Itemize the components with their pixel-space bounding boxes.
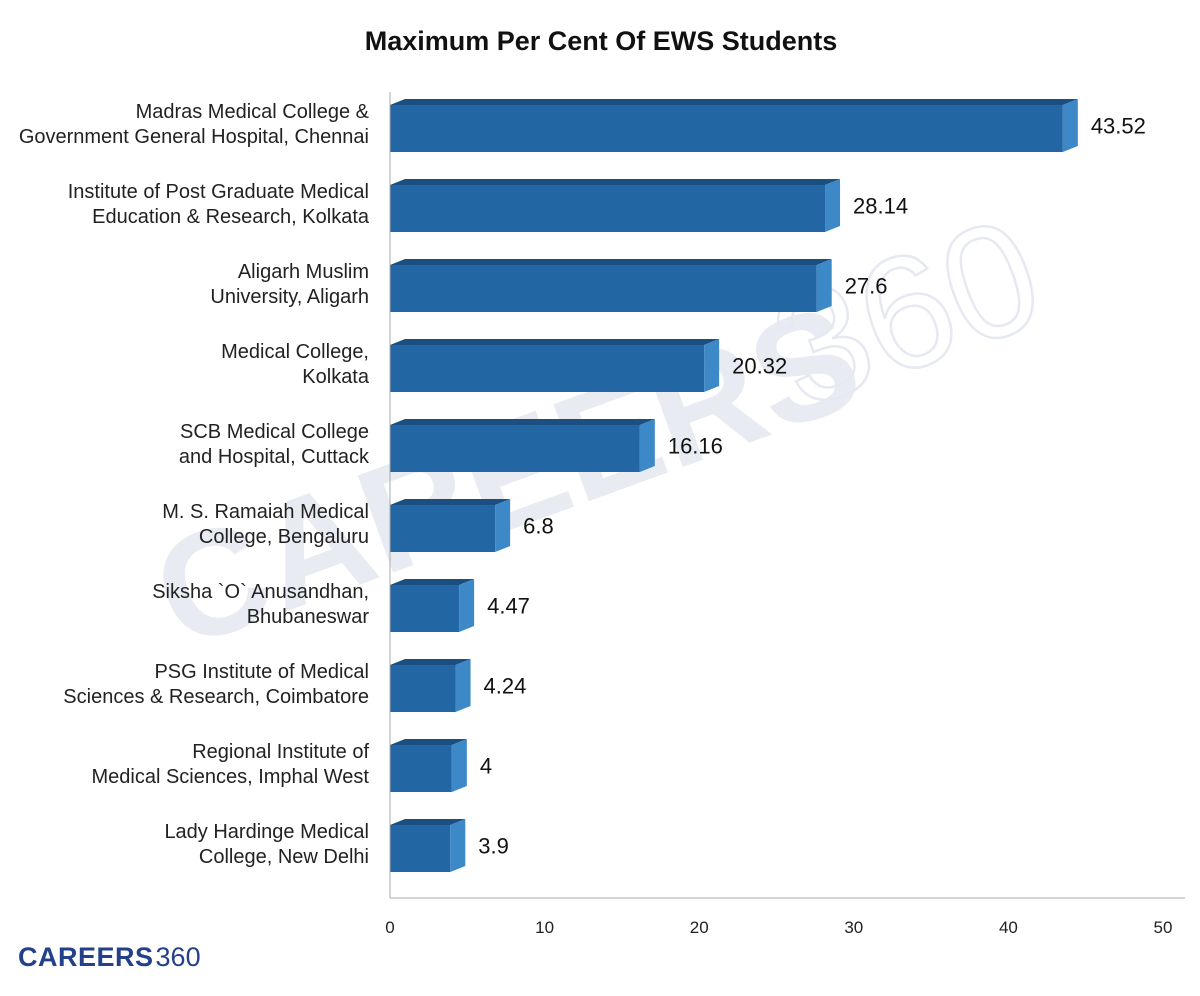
bar-side-face [451,739,467,792]
bar-top-face [390,419,655,425]
bars: 43.52 Madras Medical College & Government … [19,99,1146,872]
x-tick-label: 20 [690,918,709,937]
bar-group: 4 Regional Institute of Medical Sciences, … [91,739,492,792]
category-label: Medical Sciences, Imphal West [91,766,369,788]
bar-top-face [390,499,511,505]
category-label: PSG Institute of Medical [154,661,369,683]
category-label: Sciences & Research, Coimbatore [63,686,369,708]
bar-top-face [390,179,841,185]
bar-side-face [455,659,471,712]
x-axis: 0 10 20 30 40 50 [385,92,1185,937]
chart-title: Maximum Per Cent Of EWS Students [365,26,838,56]
bar-side-face [495,499,511,552]
bar-top-face [390,659,471,665]
bar-value-label: 28.14 [853,194,908,219]
bar-group: 4.24 PSG Institute of Medical Sciences & R… [63,659,526,712]
bar-value-label: 20.32 [732,354,787,379]
bar-value-label: 4.24 [484,674,527,699]
bar-group: 20.32 Medical College, Kolkata [221,339,787,392]
logo-brand-text: CAREERS [18,942,154,972]
category-label: Madras Medical College & [136,101,370,123]
bar-top-face [390,99,1078,105]
bar-value-label: 16.16 [668,434,723,459]
bar [390,825,451,872]
bar [390,425,640,472]
bar-side-face [459,579,475,632]
category-label: and Hospital, Cuttack [179,446,370,468]
bar-top-face [390,819,466,825]
x-tick-label: 30 [844,918,863,937]
bar-group: 16.16 SCB Medical College and Hospital, Cu… [179,419,723,472]
bar-group: 3.9 Lady Hardinge Medical College, New Del… [164,819,509,872]
bar-value-label: 27.6 [845,274,888,299]
bar [390,105,1063,152]
bar [390,745,452,792]
category-label: SCB Medical College [180,421,369,443]
bar-value-label: 6.8 [523,514,554,539]
category-label: Bhubaneswar [247,606,370,628]
bar-value-label: 43.52 [1091,114,1146,139]
bar-group: 4.47 Siksha `O` Anusandhan, Bhubaneswar [152,579,530,632]
bar [390,345,705,392]
bar-group: 28.14 Institute of Post Graduate Medical E… [68,179,908,232]
bar-top-face [390,259,832,265]
watermark-brand-text: CAREERS [133,271,880,680]
bar-side-face [1062,99,1078,152]
bar-value-label: 4 [480,754,492,779]
bar-side-face [704,339,720,392]
bar-side-face [639,419,655,472]
category-label: University, Aligarh [210,286,369,308]
category-label: Government General Hospital, Chennai [19,126,369,148]
x-tick-label: 50 [1154,918,1173,937]
bar-value-label: 4.47 [487,594,530,619]
category-label: Lady Hardinge Medical [164,821,369,843]
bar [390,585,460,632]
bar-group: 27.6 Aligarh Muslim University, Aligarh [210,259,888,312]
bar-top-face [390,739,467,745]
category-label: Regional Institute of [192,741,369,763]
category-label: Education & Research, Kolkata [92,206,370,228]
bar-group: 6.8 M. S. Ramaiah Medical College, Bengalu… [162,499,554,552]
bar-group: 43.52 Madras Medical College & Government … [19,99,1146,152]
category-label: College, Bengaluru [199,526,369,548]
bar-top-face [390,579,475,585]
bar-top-face [390,339,720,345]
bar-side-face [816,259,832,312]
bar-value-label: 3.9 [478,834,509,859]
category-label: Medical College, [221,341,369,363]
bar [390,265,817,312]
category-label: Institute of Post Graduate Medical [68,181,369,203]
x-tick-label: 40 [999,918,1018,937]
category-label: Aligarh Muslim [238,261,369,283]
category-label: M. S. Ramaiah Medical [162,501,369,523]
bar [390,665,456,712]
careers360-logo: CAREERS360 [18,942,201,973]
bar-side-face [450,819,466,872]
bar [390,185,826,232]
category-label: Kolkata [302,366,370,388]
logo-number-text: 360 [155,942,201,972]
bar-side-face [825,179,841,232]
category-label: Siksha `O` Anusandhan, [152,581,369,603]
category-label: College, New Delhi [199,846,369,868]
x-tick-label: 0 [385,918,394,937]
x-tick-label: 10 [535,918,554,937]
bar [390,505,496,552]
